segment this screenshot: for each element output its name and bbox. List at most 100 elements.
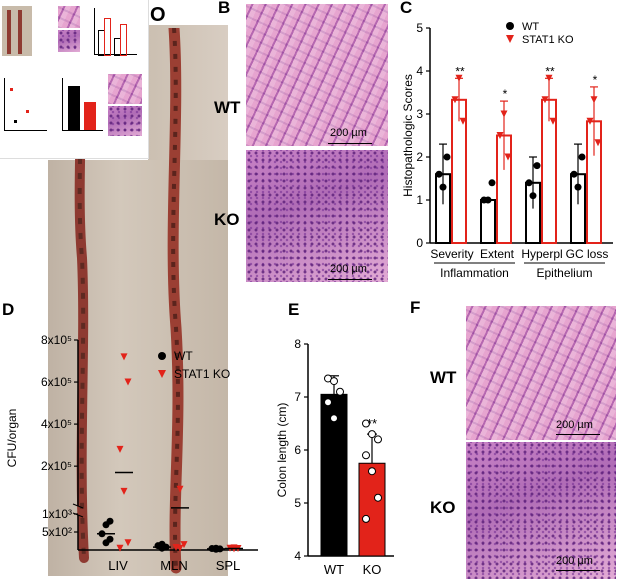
data-point (578, 153, 586, 161)
data-point (533, 162, 541, 170)
panel-f-ko-label: KO (430, 498, 456, 517)
panel-b-wt-histology (246, 4, 388, 146)
data-point (586, 117, 594, 125)
panel-f-scalebar-ko (556, 570, 600, 571)
panel-d-label: D (2, 300, 15, 319)
data-point (336, 387, 344, 396)
data-point (374, 493, 382, 502)
data-point (549, 117, 557, 125)
y-tick-label: 1x10³ (42, 507, 72, 521)
panel-b-scalebar-wt (328, 143, 372, 144)
panel-b-scale-text-wt: 200 µm (330, 127, 367, 139)
data-point (443, 153, 451, 161)
panel-b-label: B (218, 0, 231, 17)
significance-label: * (503, 87, 508, 101)
legend-label: WT (522, 21, 539, 33)
panel-d-chart: 5x10² 1x10³ 2x10⁵ 4x10⁵ 6x10⁵ 8x10⁵ CFU/organ L… (5, 333, 258, 573)
panel-f-scale-text-ko: 200 µm (556, 555, 593, 567)
data-point (176, 544, 184, 552)
y-tick-label: 8x10⁵ (41, 333, 72, 347)
panel-c-label: C (400, 0, 413, 17)
legend-marker (506, 35, 514, 43)
data-point (362, 419, 370, 428)
data-point (120, 353, 128, 361)
y-tick-label: 0 (416, 236, 423, 250)
data-point (116, 445, 124, 453)
panel-f-label: F (410, 298, 421, 317)
data-point (106, 517, 114, 525)
y-tick-label: 4 (294, 549, 301, 563)
data-point (455, 74, 463, 82)
bar (480, 199, 496, 244)
data-point (500, 110, 508, 118)
data-point (529, 192, 537, 200)
panel-b-scalebar-ko (328, 279, 372, 280)
data-point (362, 451, 370, 460)
y-tick-label: 7 (294, 390, 301, 404)
y-tick-label: 6x10⁵ (41, 375, 72, 389)
legend-marker (158, 370, 166, 378)
y-axis-label: Colon length (cm) (275, 403, 289, 498)
y-axis-label: CFU/organ (5, 409, 19, 468)
x-tick-label: GC loss (566, 247, 609, 261)
panel-f-wt-histology (466, 306, 616, 440)
x-tick-label: KO (363, 562, 382, 577)
data-point (362, 514, 370, 523)
legend-label: STAT1 KO (174, 367, 230, 381)
panel-f-scale-text-wt: 200 µm (556, 419, 593, 431)
data-point (504, 153, 512, 161)
x-tick-label: MLN (160, 558, 187, 573)
data-point (330, 414, 338, 423)
y-tick-label: 5 (416, 21, 423, 35)
panel-b-ko-label: KO (214, 210, 240, 229)
legend-label: WT (174, 349, 193, 363)
legend-label: STAT1 KO (522, 34, 574, 46)
panel-b-wt-label: WT (214, 98, 241, 117)
data-point (176, 485, 184, 493)
y-tick-label: 4 (416, 64, 423, 78)
y-tick-label: 2x10⁵ (41, 459, 72, 473)
panel-e-chart: 4 5 6 7 8 Colon length (cm) WT KO ** (275, 337, 394, 577)
legend-marker (506, 22, 514, 30)
panel-f-scalebar-wt (556, 434, 600, 435)
axis-break (72, 503, 84, 509)
y-tick-label: 5 (294, 496, 301, 510)
data-point (488, 179, 496, 187)
data-point (435, 170, 443, 178)
data-point (158, 540, 166, 548)
inset-thumbnail (0, 0, 149, 159)
data-point (484, 196, 492, 204)
x-tick-label: Hyperpl (521, 247, 562, 261)
data-point (459, 117, 467, 125)
data-point (451, 96, 459, 104)
panel-e-label: E (288, 300, 300, 319)
x-tick-label: Severity (430, 247, 473, 261)
significance-label: ** (367, 416, 377, 431)
data-point (324, 398, 332, 407)
data-point (106, 535, 114, 543)
data-point (594, 139, 602, 147)
x-tick-label: SPL (216, 558, 241, 573)
group-label: Inflammation (440, 266, 509, 280)
y-tick-label: 3 (416, 107, 423, 121)
y-tick-label: 8 (294, 337, 301, 351)
legend-marker (158, 352, 166, 360)
panel-f-ko-histology (466, 442, 616, 579)
data-point (124, 378, 132, 386)
y-tick-label: 6 (294, 443, 301, 457)
colon-photo-upper-bg (148, 25, 228, 160)
data-point (374, 435, 382, 444)
data-point (120, 487, 128, 495)
data-point (545, 74, 553, 82)
x-tick-label: WT (324, 562, 344, 577)
data-point (368, 467, 376, 476)
data-point (590, 96, 598, 104)
data-point (180, 541, 188, 549)
panel-b-ko-histology (246, 150, 388, 282)
data-point (116, 544, 124, 552)
significance-label: * (593, 73, 598, 87)
panel-b-scale-text-ko: 200 µm (330, 263, 367, 275)
data-point (525, 179, 533, 187)
data-point (124, 539, 132, 547)
